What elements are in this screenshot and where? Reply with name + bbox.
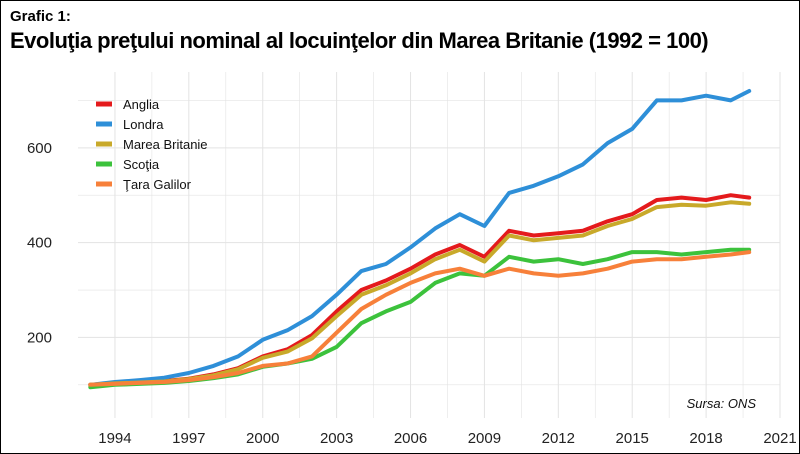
axis-ticks: 1994 1997 2000 2003 2006 2009 2012 2015 2018 2021… xyxy=(27,140,797,447)
figure-label: Grafic 1: xyxy=(10,8,71,25)
legend-label: Anglia xyxy=(123,97,160,112)
x-tick-label: 2021 xyxy=(763,430,796,447)
legend-label: Ţara Galilor xyxy=(123,177,192,192)
y-tick-label: 200 xyxy=(27,329,52,346)
grid xyxy=(78,72,781,418)
x-tick-label: 1997 xyxy=(172,430,205,447)
series-line-tara-galilor xyxy=(88,250,752,387)
x-tick-label: 2018 xyxy=(689,430,722,447)
chart-title: Evoluţia preţului nominal al locuinţelor… xyxy=(10,28,709,53)
series-lines xyxy=(88,89,752,390)
series-line-londra xyxy=(88,89,752,387)
legend-label: Marea Britanie xyxy=(123,137,208,152)
x-tick-label: 2000 xyxy=(246,430,279,447)
legend-label: Londra xyxy=(123,117,164,132)
x-tick-label: 2009 xyxy=(468,430,501,447)
legend: Anglia Londra Marea Britanie Scoţia Ţara Gal… xyxy=(96,97,208,192)
x-tick-label: 2003 xyxy=(320,430,353,447)
x-tick-label: 2015 xyxy=(616,430,649,447)
x-tick-label: 2006 xyxy=(394,430,427,447)
x-tick-label: 1994 xyxy=(98,430,131,447)
y-tick-label: 400 xyxy=(27,235,52,252)
x-tick-label: 2012 xyxy=(542,430,575,447)
legend-label: Scoţia xyxy=(123,157,160,172)
y-tick-label: 600 xyxy=(27,140,52,157)
source-note: Sursa: ONS xyxy=(687,396,757,411)
